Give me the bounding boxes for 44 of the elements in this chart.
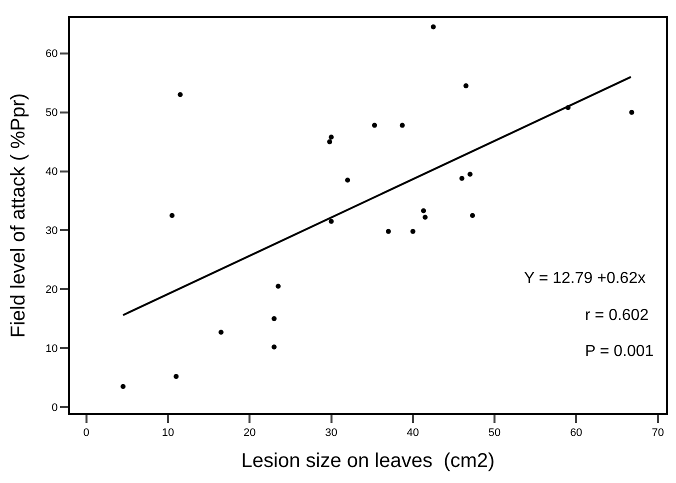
y-tick-label: 10 [46, 343, 58, 355]
point [463, 83, 468, 88]
x-tick-label: 70 [652, 427, 664, 440]
point [170, 213, 175, 218]
point [386, 228, 391, 234]
x-axis-title: Lesion size on leaves (cm2) [241, 450, 495, 472]
point [372, 122, 378, 128]
x-tick-label: 40 [406, 427, 420, 440]
y-axis-title: Field level of attack ( %Ppr) [8, 93, 30, 338]
annotation: r = 0.602 [585, 307, 649, 324]
x-tick-label: 10 [162, 427, 174, 440]
y-tick-label: 50 [46, 107, 58, 120]
annotation: P = 0.001 [585, 343, 654, 360]
x-tick-label: 50 [488, 427, 501, 440]
x-tick-label: 60 [570, 427, 582, 440]
point [272, 316, 277, 322]
annotation: Y = 12.79 +0.62x [524, 270, 646, 287]
point [421, 208, 426, 214]
y-tick-label: 40 [46, 166, 58, 178]
y-tick-label: 20 [46, 284, 58, 296]
y-tick-label: 60 [46, 48, 58, 60]
point [218, 330, 224, 335]
point [328, 218, 334, 224]
y-tick-label: 30 [46, 225, 58, 238]
point [120, 384, 126, 389]
point [459, 176, 464, 181]
point [468, 172, 473, 177]
y-tick-label: 0 [52, 402, 58, 414]
point [422, 214, 428, 220]
x-tick-label: 20 [243, 427, 256, 440]
point [345, 178, 350, 183]
point [272, 344, 277, 350]
point [328, 134, 334, 140]
point [629, 110, 634, 115]
point [174, 374, 179, 379]
point [470, 213, 475, 218]
x-tick-label: 30 [325, 427, 338, 440]
x-tick-label: 0 [83, 427, 90, 440]
point [410, 228, 416, 234]
point [430, 24, 436, 30]
point [327, 139, 332, 144]
point [276, 284, 281, 289]
point [400, 122, 405, 128]
point [178, 92, 183, 98]
